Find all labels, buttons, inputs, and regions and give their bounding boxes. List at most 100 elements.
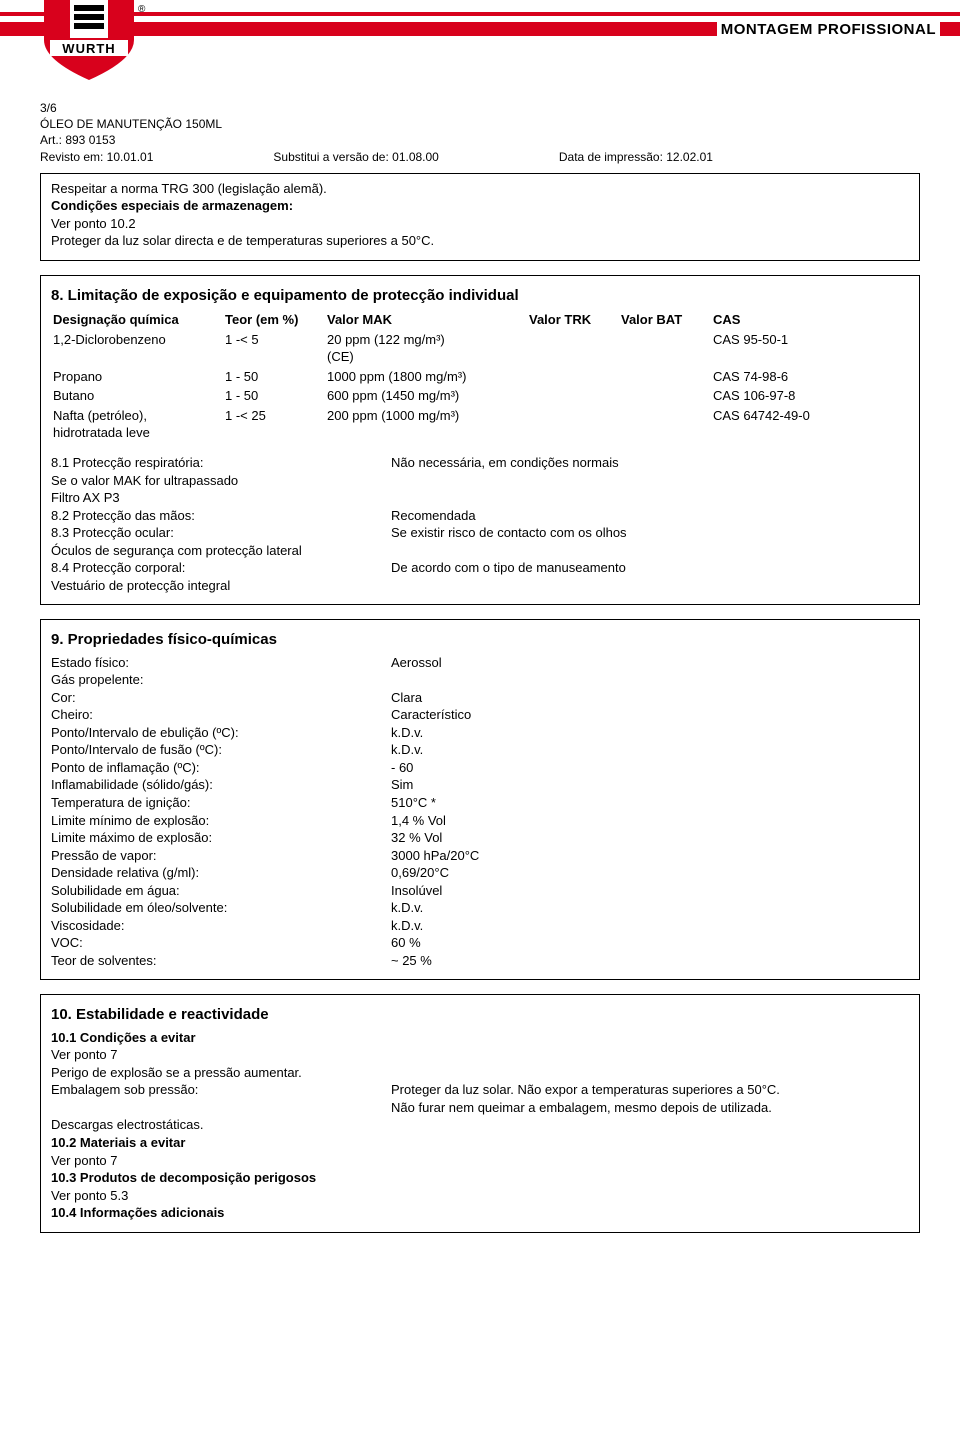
- table-cell: 1 -< 25: [225, 407, 325, 442]
- header-tagline: MONTAGEM PROFISSIONAL: [717, 21, 940, 38]
- s104-head: 10.4 Informações adicionais: [51, 1204, 909, 1222]
- s81-label: 8.1 Protecção respiratória:: [51, 454, 391, 472]
- property-value: 60 %: [391, 934, 909, 952]
- table-header-row: Designação química Teor (em %) Valor MAK…: [53, 311, 907, 329]
- section-8-title: 8. Limitação de exposição e equipamento …: [51, 286, 909, 306]
- property-row: Limite mínimo de explosão:1,4 % Vol: [51, 812, 909, 830]
- property-value: 32 % Vol: [391, 829, 909, 847]
- property-row: Cor:Clara: [51, 689, 909, 707]
- property-row: Temperatura de ignição:510°C *: [51, 794, 909, 812]
- table-cell: 1000 ppm (1800 mg/m³): [327, 368, 527, 386]
- table-cell: CAS 74-98-6: [713, 368, 907, 386]
- property-row: Estado físico:Aerossol: [51, 654, 909, 672]
- s82-label: 8.2 Protecção das mãos:: [51, 507, 391, 525]
- table-cell: 20 ppm (122 mg/m³) (CE): [327, 331, 527, 366]
- property-value: Clara: [391, 689, 909, 707]
- table-cell: 1 -< 5: [225, 331, 325, 366]
- document-meta: 3/6 ÓLEO DE MANUTENÇÃO 150ML Art.: 893 0…: [40, 100, 920, 165]
- box1-subhead: Condições especiais de armazenagem:: [51, 197, 909, 215]
- property-value: k.D.v.: [391, 917, 909, 935]
- s101-line: Perigo de explosão se a pressão aumentar…: [51, 1064, 909, 1082]
- emb-value: Proteger da luz solar. Não expor a tempe…: [391, 1081, 909, 1099]
- table-cell: 1,2-Diclorobenzeno: [53, 331, 223, 366]
- property-value: ~ 25 %: [391, 952, 909, 970]
- table-cell: 600 ppm (1450 mg/m³): [327, 387, 527, 405]
- s102-head: 10.2 Materiais a evitar: [51, 1134, 909, 1152]
- emb-label: Embalagem sob pressão:: [51, 1081, 391, 1116]
- section-10-box: 10. Estabilidade e reactividade 10.1 Con…: [40, 994, 920, 1232]
- property-value: Característico: [391, 706, 909, 724]
- table-cell: Propano: [53, 368, 223, 386]
- table-cell: [529, 407, 619, 442]
- box1-line: Ver ponto 10.2: [51, 215, 909, 233]
- property-label: Pressão de vapor:: [51, 847, 391, 865]
- s83-value: Se existir risco de contacto com os olho…: [391, 524, 909, 542]
- property-row: Inflamabilidade (sólido/gás):Sim: [51, 776, 909, 794]
- property-row: Solubilidade em óleo/solvente:k.D.v.: [51, 899, 909, 917]
- property-row: Solubilidade em água:Insolúvel: [51, 882, 909, 900]
- property-label: Cor:: [51, 689, 391, 707]
- table-cell: [621, 331, 711, 366]
- table-cell: 1 - 50: [225, 368, 325, 386]
- property-value: k.D.v.: [391, 741, 909, 759]
- property-label: VOC:: [51, 934, 391, 952]
- property-row: Densidade relativa (g/ml):0,69/20°C: [51, 864, 909, 882]
- s81-extra: Se o valor MAK for ultrapassado: [51, 472, 909, 490]
- property-value: Insolúvel: [391, 882, 909, 900]
- property-row: Teor de solventes:~ 25 %: [51, 952, 909, 970]
- property-label: Limite máximo de explosão:: [51, 829, 391, 847]
- th-teor: Teor (em %): [225, 311, 325, 329]
- property-row: Gás propelente:: [51, 671, 909, 689]
- property-value: 0,69/20°C: [391, 864, 909, 882]
- property-value: Sim: [391, 776, 909, 794]
- table-row: Nafta (petróleo), hidrotratada leve1 -< …: [53, 407, 907, 442]
- meta-substitui: Substitui a versão de: 01.08.00: [273, 149, 438, 165]
- emb-value: Não furar nem queimar a embalagem, mesmo…: [391, 1099, 909, 1117]
- property-value: 1,4 % Vol: [391, 812, 909, 830]
- section-9-title: 9. Propriedades físico-químicas: [51, 630, 909, 650]
- box1-line: Respeitar a norma TRG 300 (legislação al…: [51, 180, 909, 198]
- s84-label: 8.4 Protecção corporal:: [51, 559, 391, 577]
- property-label: Gás propelente:: [51, 671, 391, 689]
- s101-line: Ver ponto 7: [51, 1046, 909, 1064]
- th-designacao: Designação química: [53, 311, 223, 329]
- s81-value: Não necessária, em condições normais: [391, 454, 909, 472]
- property-label: Viscosidade:: [51, 917, 391, 935]
- s84-extra: Vestuário de protecção integral: [51, 577, 909, 595]
- property-label: Ponto/Intervalo de ebulição (ºC):: [51, 724, 391, 742]
- meta-title: ÓLEO DE MANUTENÇÃO 150ML: [40, 116, 920, 132]
- property-label: Temperatura de ignição:: [51, 794, 391, 812]
- table-cell: [529, 368, 619, 386]
- s102-line: Ver ponto 7: [51, 1152, 909, 1170]
- meta-impressao: Data de impressão: 12.02.01: [559, 149, 713, 165]
- table-cell: 1 - 50: [225, 387, 325, 405]
- property-label: Densidade relativa (g/ml):: [51, 864, 391, 882]
- table-row: 1,2-Diclorobenzeno1 -< 520 ppm (122 mg/m…: [53, 331, 907, 366]
- property-value: 510°C *: [391, 794, 909, 812]
- property-row: Cheiro:Característico: [51, 706, 909, 724]
- property-row: Ponto de inflamação (ºC):- 60: [51, 759, 909, 777]
- meta-revisto: Revisto em: 10.01.01: [40, 149, 153, 165]
- registered-mark: ®: [138, 4, 145, 15]
- property-label: Inflamabilidade (sólido/gás):: [51, 776, 391, 794]
- exposure-table: Designação química Teor (em %) Valor MAK…: [51, 309, 909, 444]
- table-cell: Butano: [53, 387, 223, 405]
- table-row: Butano1 - 50600 ppm (1450 mg/m³) CAS 106-…: [53, 387, 907, 405]
- property-label: Estado físico:: [51, 654, 391, 672]
- s101-head: 10.1 Condições a evitar: [51, 1029, 909, 1047]
- meta-page: 3/6: [40, 100, 920, 116]
- th-cas: CAS: [713, 311, 907, 329]
- table-cell: CAS 106-97-8: [713, 387, 907, 405]
- property-row: VOC:60 %: [51, 934, 909, 952]
- table-cell: CAS 64742-49-0: [713, 407, 907, 442]
- property-label: Solubilidade em água:: [51, 882, 391, 900]
- property-label: Cheiro:: [51, 706, 391, 724]
- section-8-box: 8. Limitação de exposição e equipamento …: [40, 275, 920, 605]
- s83-extra: Óculos de segurança com protecção latera…: [51, 542, 909, 560]
- table-cell: 200 ppm (1000 mg/m³): [327, 407, 527, 442]
- page-header: MONTAGEM PROFISSIONAL WURTH ®: [0, 0, 960, 92]
- s82-value: Recomendada: [391, 507, 909, 525]
- table-cell: [529, 331, 619, 366]
- s83-label: 8.3 Protecção ocular:: [51, 524, 391, 542]
- property-value: Aerossol: [391, 654, 909, 672]
